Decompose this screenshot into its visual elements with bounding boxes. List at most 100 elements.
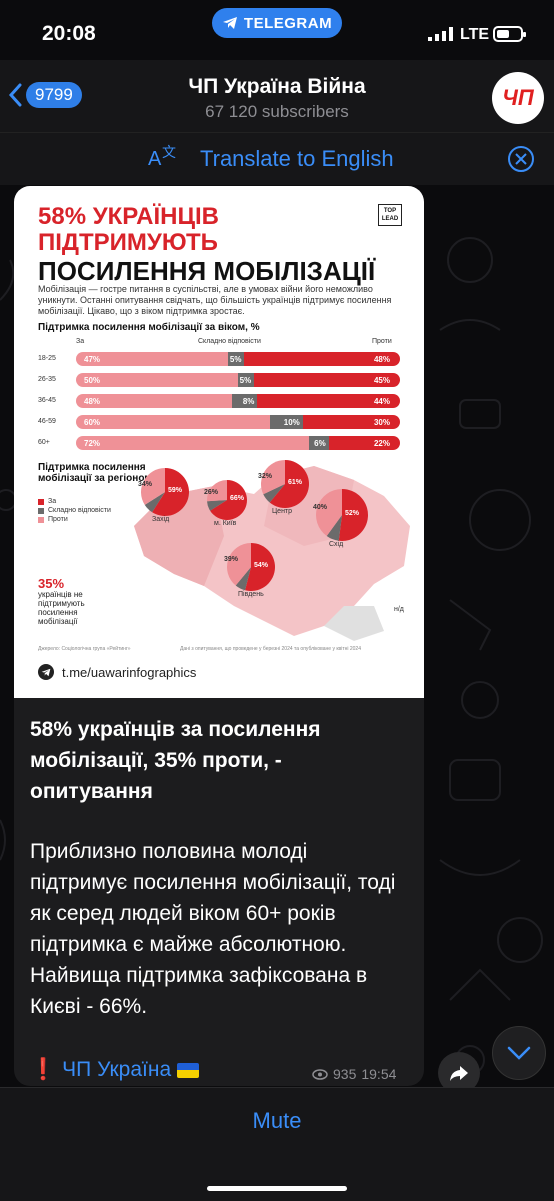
bar-segment-against: 45%: [254, 373, 400, 387]
chevron-down-icon: [507, 1046, 531, 1060]
col-header-against: Проти: [372, 338, 392, 345]
channel-link[interactable]: ❗️ ЧП Україна: [30, 1058, 200, 1082]
bar-segment-hard: 5%: [238, 373, 255, 387]
channel-title[interactable]: ЧП Україна Війна: [188, 75, 366, 98]
bar-segment-hard: 5%: [228, 352, 245, 366]
scroll-down-button[interactable]: [492, 1026, 546, 1080]
pie-slice-against: [227, 543, 251, 586]
region-chart-title: Підтримка посилення мобілізації за регіо…: [38, 462, 167, 484]
region-pie: [316, 489, 368, 541]
pie-slice-against: [207, 480, 227, 502]
region-name: м. Київ: [214, 520, 237, 527]
pie-slice-for: [210, 480, 247, 520]
pie-label-for: 59%: [168, 487, 183, 494]
channel-avatar[interactable]: ЧП: [492, 72, 544, 124]
region-name: Центр: [272, 508, 293, 515]
pie-label-against: 40%: [313, 504, 328, 511]
channel-link-label[interactable]: ЧП Україна: [62, 1058, 172, 1081]
no-data-label: н/д: [394, 606, 404, 613]
col-header-for: За: [76, 338, 85, 345]
region-pie: [261, 460, 309, 508]
bar-segment-for: 47%: [76, 352, 229, 366]
bar-segment-for: 48%: [76, 394, 232, 408]
close-translate-icon[interactable]: [507, 145, 535, 173]
back-button[interactable]: 9799: [8, 82, 82, 108]
telegram-pill-label: TELEGRAM: [243, 14, 333, 32]
infographic-title-line2: ПІДТРИМУЮТЬ: [38, 229, 218, 256]
pie-slice-for: [152, 468, 189, 516]
translate-label[interactable]: Translate to English: [200, 146, 394, 171]
pie-label-for: 61%: [288, 479, 303, 486]
region-name: Захід: [152, 516, 170, 523]
pie-slice-against: [316, 489, 342, 537]
pie-slice-for: [269, 460, 309, 508]
pie-slice-for: [338, 489, 368, 541]
svg-text:文: 文: [162, 145, 176, 161]
bar-segment-hard: 10%: [270, 415, 303, 429]
infographic-image[interactable]: 58% УКРАЇНЦІВ ПІДТРИМУЮТЬ ПОСИЛЕННЯ МОБІ…: [14, 186, 424, 698]
col-header-hard: Складно відповісти: [198, 338, 261, 345]
age-label: 60+: [38, 439, 50, 446]
age-label: 46-59: [38, 418, 56, 425]
message-time: 19:54: [361, 1066, 397, 1082]
infographic-footer: t.me/uawarinfographics: [38, 664, 196, 680]
bar-segment-for: 60%: [76, 415, 271, 429]
infographic-title: 58% УКРАЇНЦІВ ПІДТРИМУЮТЬ: [38, 204, 219, 256]
translate-bar[interactable]: A 文 Translate to English: [0, 133, 554, 185]
pie-slice-against: [141, 468, 165, 505]
pie-label-against: 32%: [258, 473, 273, 480]
pie-label-for: 66%: [230, 495, 245, 502]
pie-slice-hard: [263, 484, 285, 503]
pie-label-against: 26%: [204, 489, 219, 496]
clock: 20:08: [42, 22, 96, 45]
age-chart-title: Підтримка посилення мобілізації за віком…: [38, 322, 260, 333]
views-count: 935: [333, 1066, 357, 1082]
chevron-left-icon: [8, 83, 22, 107]
pie-slice-hard: [144, 492, 165, 513]
pie-label-for: 52%: [345, 510, 360, 517]
infographic-link: t.me/uawarinfographics: [62, 664, 197, 680]
bar-segment-hard: 6%: [309, 436, 329, 450]
against-text: українців не підтримують посилення мобіл…: [38, 590, 85, 626]
age-bar: 60% 10% 30%: [76, 415, 400, 429]
pie-slice-against: [261, 460, 285, 495]
age-label: 36-45: [38, 397, 56, 404]
pie-label-against: 39%: [224, 556, 239, 563]
bar-segment-for: 72%: [76, 436, 310, 450]
legend-item-hard: Складно відповісти: [38, 507, 111, 514]
bar-segment-against: 30%: [302, 415, 400, 429]
pie-label-for: 54%: [254, 562, 269, 569]
message-bubble: 58% УКРАЇНЦІВ ПІДТРИМУЮТЬ ПОСИЛЕННЯ МОБІ…: [14, 186, 424, 1086]
ukraine-flag-icon: [177, 1062, 200, 1078]
source-right: Дані з опитування, що проведене у березн…: [180, 646, 361, 652]
exclamation-icon: ❗️: [30, 1058, 57, 1081]
against-percent: 35%: [38, 576, 65, 591]
bar-segment-against: 44%: [257, 394, 400, 408]
mute-button[interactable]: Mute: [252, 1108, 302, 1133]
region-pie: [207, 480, 247, 520]
region-legend: За Складно відповісти Проти: [38, 498, 111, 525]
home-indicator: [207, 1186, 347, 1191]
age-label: 26-35: [38, 376, 56, 383]
bar-segment-hard: 8%: [231, 394, 258, 408]
chat-header: 9799 ЧП Україна Війна 67 120 subscribers…: [0, 60, 554, 133]
telegram-pill[interactable]: TELEGRAM: [212, 8, 342, 38]
age-bar: 48% 8% 44%: [76, 394, 400, 408]
region-pie: [141, 468, 189, 516]
message-meta: 935 19:54: [312, 1066, 396, 1082]
unread-count-badge: 9799: [26, 82, 82, 108]
message-body: Приблизно половина молоді підтримує поси…: [30, 840, 396, 1018]
telegram-icon: [222, 17, 237, 29]
region-pie: [227, 543, 275, 591]
toplead-logo: TOP LEAD: [378, 204, 402, 226]
age-label: 18-25: [38, 355, 56, 362]
pie-label-against: 34%: [138, 481, 153, 488]
svg-text:A: A: [148, 148, 162, 170]
bar-segment-for: 50%: [76, 373, 238, 387]
infographic-title-line1: 58% УКРАЇНЦІВ: [38, 203, 219, 230]
pie-slice-hard: [235, 567, 251, 591]
infographic-title-line3: ПОСИЛЕННЯ МОБІЛІЗАЦІЇ: [38, 256, 376, 286]
legend-item-against: Проти: [38, 516, 111, 523]
message-title: 58% українців за посилення мобілізації, …: [30, 718, 321, 803]
battery-icon: [493, 26, 526, 42]
